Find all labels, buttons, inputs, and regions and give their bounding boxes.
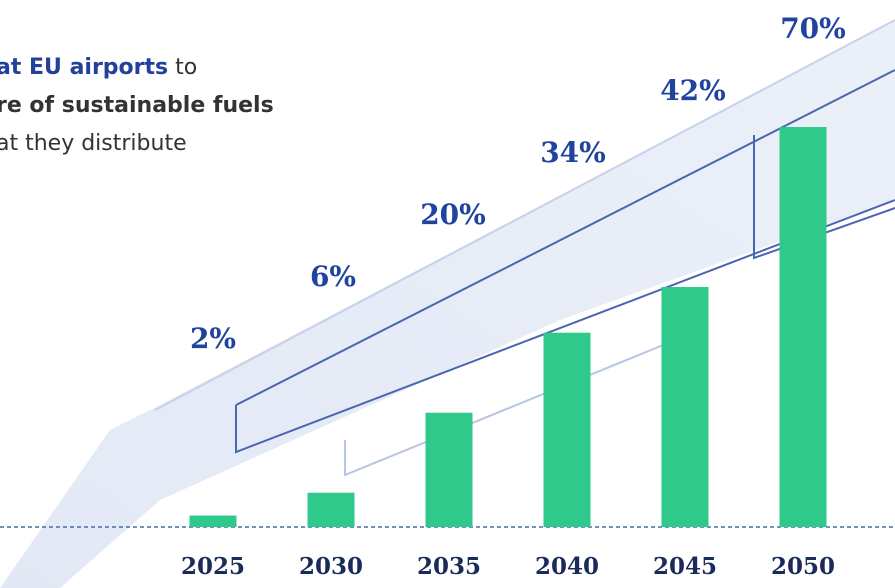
value-label: 70% bbox=[780, 12, 846, 45]
x-tick-label: 2030 bbox=[299, 553, 363, 580]
x-tick-label: 2025 bbox=[181, 553, 245, 580]
bar bbox=[779, 127, 827, 527]
bar bbox=[661, 287, 709, 527]
value-label: 2% bbox=[190, 322, 236, 355]
header-highlight: at EU airports bbox=[0, 55, 168, 80]
bar bbox=[543, 332, 591, 527]
value-label: 42% bbox=[660, 74, 726, 107]
x-tick-label: 2050 bbox=[771, 553, 835, 580]
value-label: 20% bbox=[420, 198, 486, 231]
header-line: at they distribute bbox=[0, 131, 187, 156]
header-line: re of sustainable fuels bbox=[0, 93, 274, 118]
bar bbox=[425, 412, 473, 527]
x-tick-label: 2035 bbox=[417, 553, 481, 580]
x-tick-label: 2045 bbox=[653, 553, 717, 580]
value-label: 6% bbox=[310, 260, 356, 293]
value-label: 34% bbox=[540, 136, 606, 169]
x-tick-label: 2040 bbox=[535, 553, 599, 580]
wing-background bbox=[0, 19, 895, 588]
header-text: to bbox=[175, 55, 197, 80]
header-line: at EU airports to bbox=[0, 55, 197, 80]
bar bbox=[189, 515, 237, 527]
bar bbox=[307, 492, 355, 527]
